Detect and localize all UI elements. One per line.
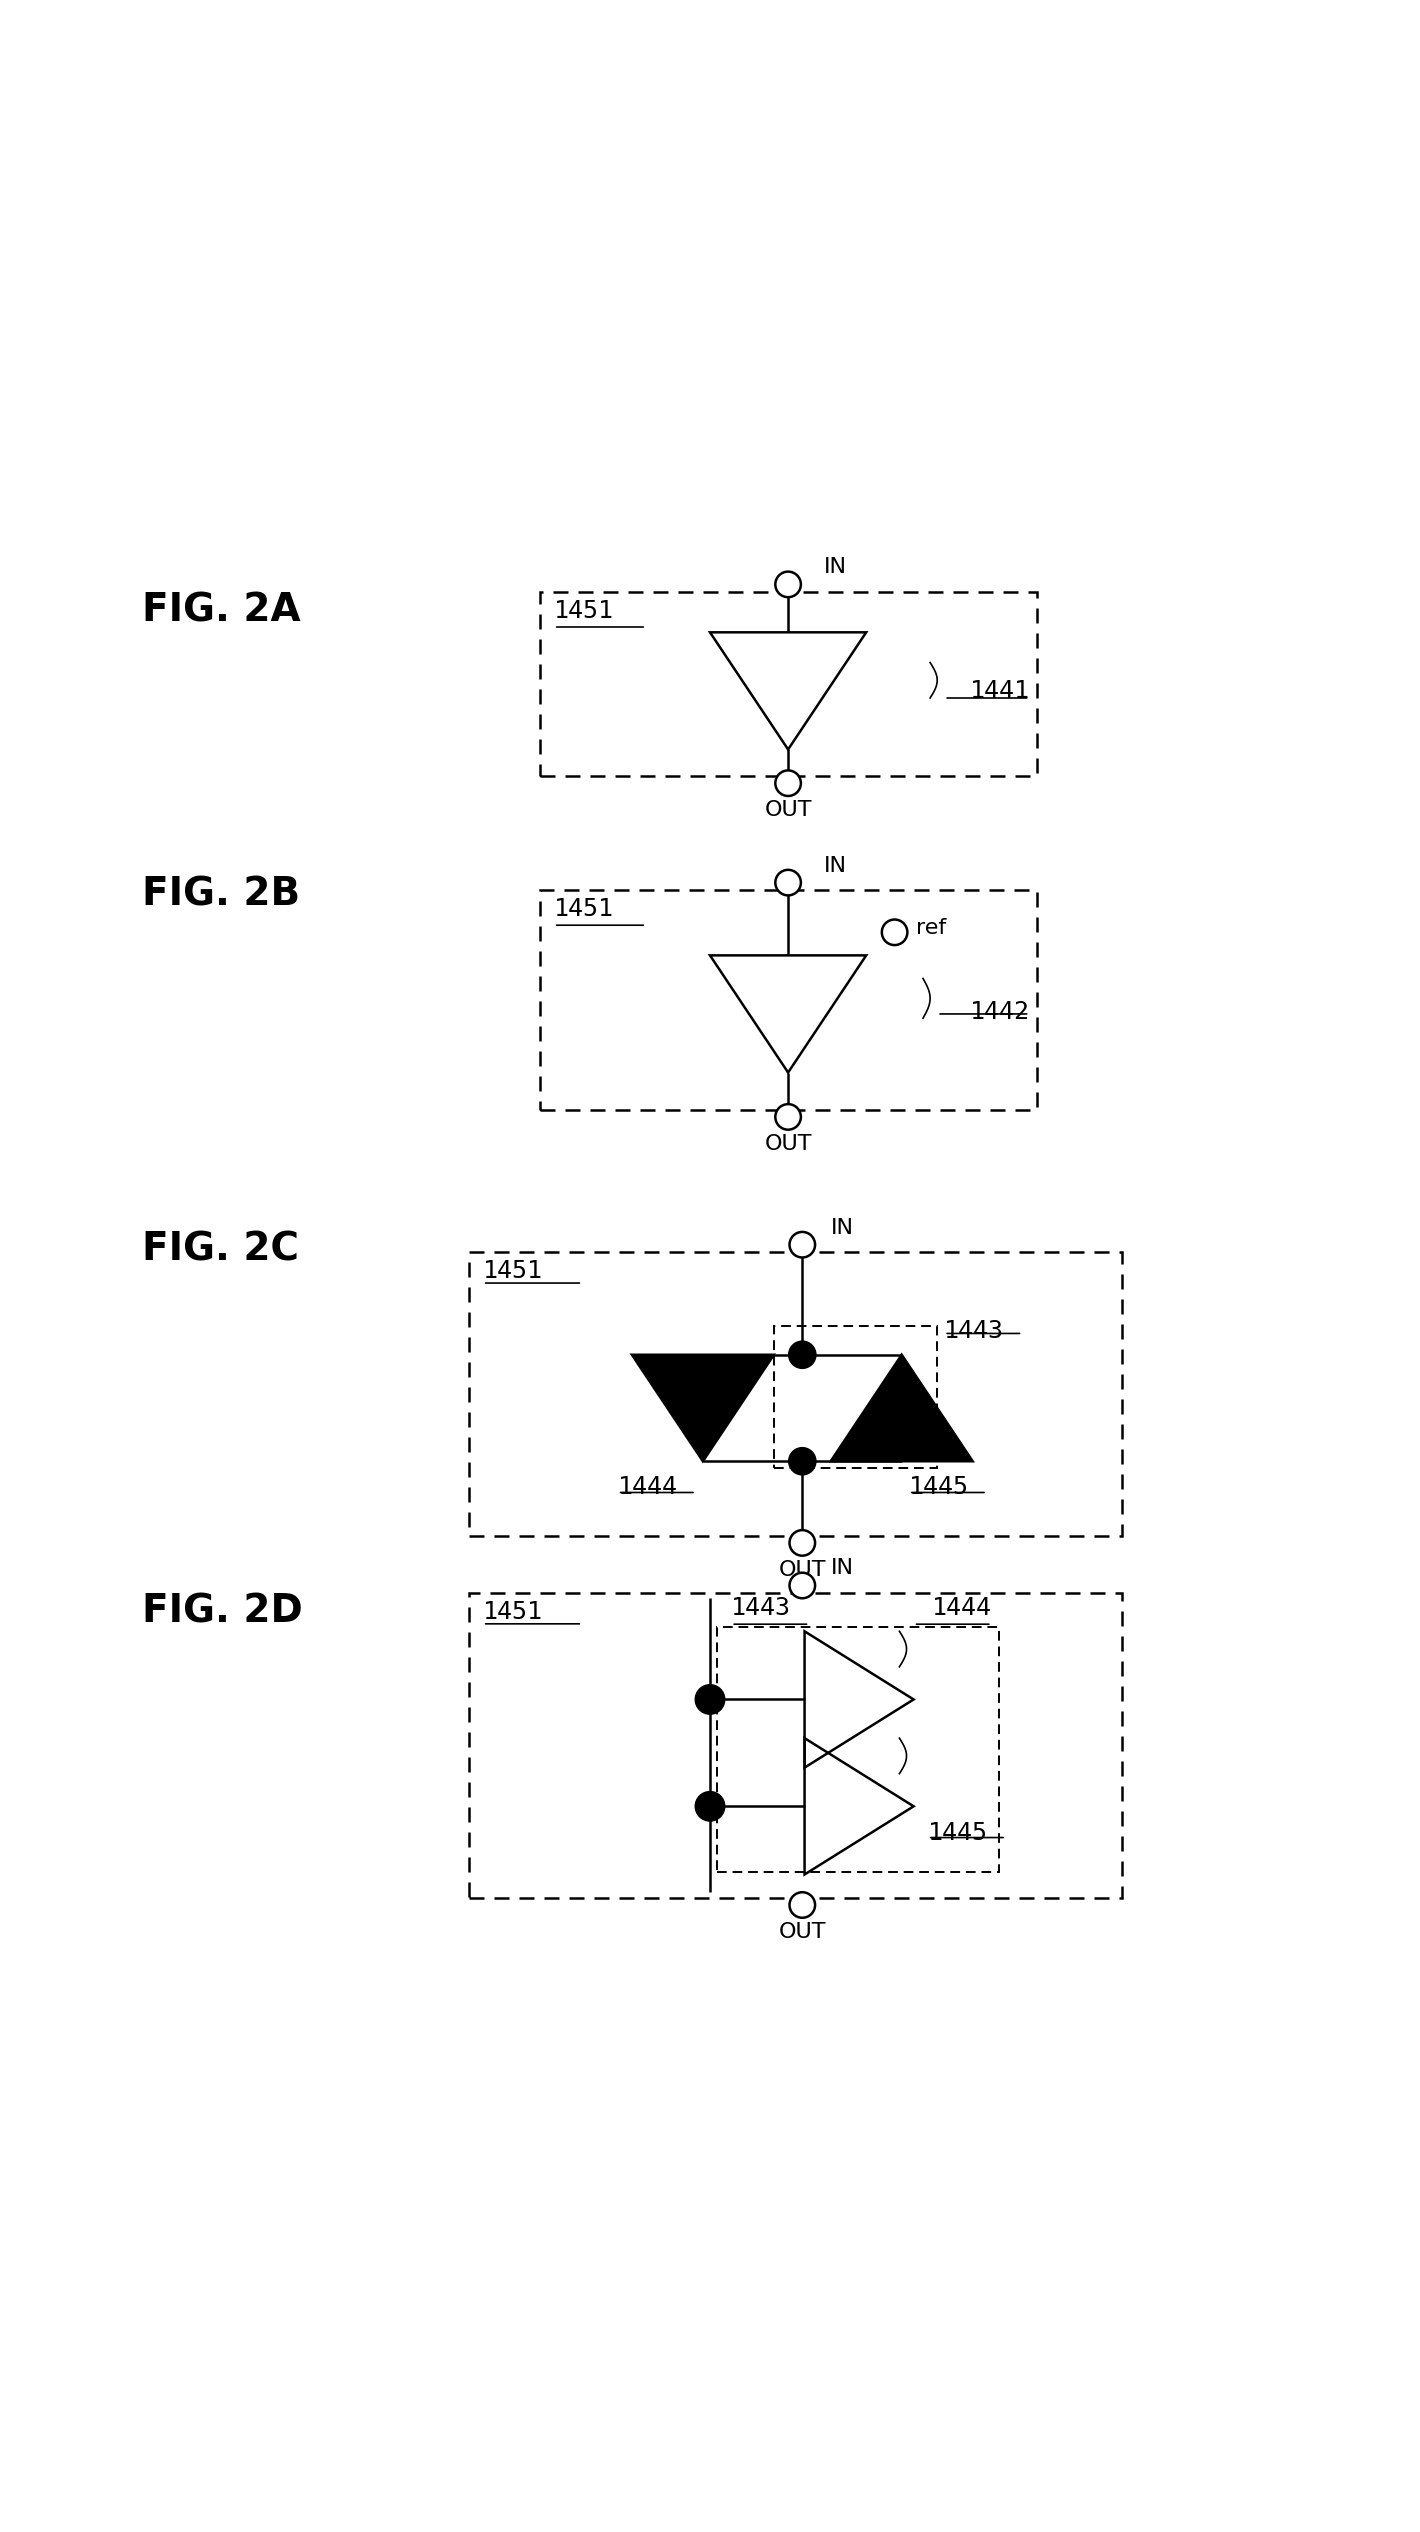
- Polygon shape: [632, 1355, 774, 1461]
- Circle shape: [696, 1793, 724, 1821]
- Circle shape: [775, 572, 801, 598]
- Text: 1445: 1445: [927, 1821, 988, 1843]
- Circle shape: [790, 1529, 815, 1555]
- Circle shape: [790, 1891, 815, 1917]
- Circle shape: [790, 1572, 815, 1598]
- Circle shape: [788, 1448, 816, 1474]
- Text: 1451: 1451: [483, 1600, 542, 1623]
- Text: IN: IN: [831, 1218, 853, 1238]
- Circle shape: [775, 770, 801, 795]
- Circle shape: [788, 1342, 816, 1367]
- Text: OUT: OUT: [764, 800, 812, 820]
- Text: 1451: 1451: [554, 896, 613, 922]
- Text: OUT: OUT: [764, 1134, 812, 1155]
- Text: 1443: 1443: [731, 1595, 791, 1620]
- Circle shape: [790, 1233, 815, 1258]
- Text: IN: IN: [824, 557, 846, 577]
- Circle shape: [696, 1684, 724, 1714]
- Text: 1442: 1442: [970, 1000, 1030, 1023]
- Text: ref: ref: [916, 919, 946, 937]
- Text: 1444: 1444: [932, 1595, 991, 1620]
- Text: IN: IN: [824, 856, 846, 876]
- Text: 1444: 1444: [618, 1476, 677, 1499]
- Circle shape: [882, 919, 907, 944]
- Text: 1445: 1445: [909, 1476, 968, 1499]
- Text: IN: IN: [831, 1557, 853, 1577]
- Text: FIG. 2A: FIG. 2A: [142, 592, 301, 630]
- Polygon shape: [831, 1355, 973, 1461]
- Text: FIG. 2B: FIG. 2B: [142, 876, 300, 914]
- Text: FIG. 2D: FIG. 2D: [142, 1593, 302, 1631]
- Text: OUT: OUT: [778, 1922, 826, 1942]
- Circle shape: [775, 1104, 801, 1129]
- Text: OUT: OUT: [778, 1560, 826, 1580]
- Text: 1443: 1443: [944, 1319, 1004, 1344]
- Text: 1441: 1441: [970, 679, 1030, 704]
- Text: 1451: 1451: [483, 1258, 542, 1284]
- Text: 1451: 1451: [554, 598, 613, 623]
- Text: FIG. 2C: FIG. 2C: [142, 1231, 300, 1269]
- Circle shape: [775, 871, 801, 896]
